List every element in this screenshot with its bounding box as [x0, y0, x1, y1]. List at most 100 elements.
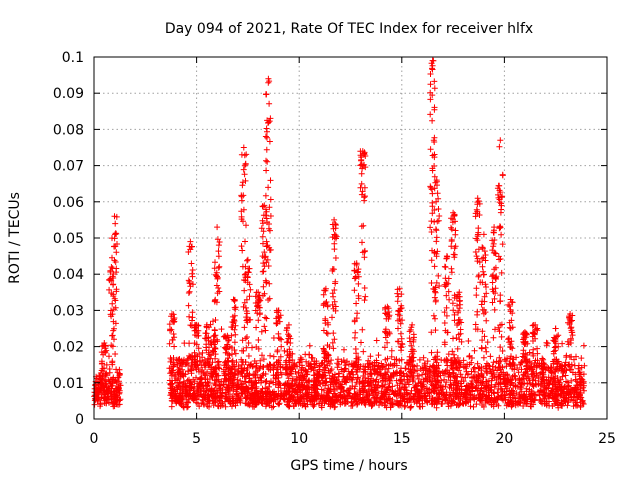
data-point — [185, 302, 192, 309]
x-tick-label: 20 — [495, 431, 513, 447]
data-point — [479, 374, 486, 381]
data-point — [498, 269, 505, 276]
data-point — [448, 224, 454, 231]
data-point — [116, 401, 123, 408]
data-point — [332, 255, 339, 261]
data-point — [465, 338, 472, 344]
data-point — [334, 360, 341, 367]
data-point — [309, 354, 316, 361]
data-point — [238, 151, 245, 158]
data-point — [331, 287, 338, 293]
data-point — [232, 350, 239, 357]
data-point — [578, 355, 585, 362]
y-tick-labels: 0 0.01 0.02 0.03 0.04 0.05 0.06 0.07 0.08 0.09 0.1 — [53, 50, 84, 428]
data-point — [242, 238, 248, 245]
data-point — [106, 353, 112, 360]
data-point — [441, 320, 448, 326]
data-point — [240, 347, 247, 354]
data-point — [375, 363, 382, 370]
data-point — [180, 378, 187, 385]
data-point — [352, 329, 359, 336]
data-point — [93, 392, 100, 399]
data-point — [449, 348, 456, 355]
data-point — [434, 190, 441, 197]
data-point — [446, 296, 453, 303]
data-point — [241, 324, 248, 331]
data-point — [395, 325, 401, 332]
data-point — [540, 366, 547, 373]
data-point — [497, 292, 504, 299]
data-point — [238, 243, 245, 250]
data-point — [483, 284, 489, 290]
data-point — [263, 146, 270, 153]
data-point — [537, 387, 544, 394]
x-tick-label: 10 — [290, 431, 308, 447]
data-point — [559, 340, 566, 347]
data-point — [351, 287, 358, 294]
data-point — [457, 301, 464, 308]
data-point — [516, 400, 523, 407]
data-point — [358, 156, 365, 163]
data-point — [397, 320, 404, 327]
data-point — [427, 146, 434, 153]
data-point — [497, 137, 504, 144]
data-point — [231, 339, 238, 346]
data-point — [318, 386, 325, 393]
data-point — [261, 323, 268, 330]
data-point — [276, 335, 283, 342]
data-point — [427, 184, 434, 191]
data-point — [473, 292, 480, 299]
data-point — [171, 343, 178, 350]
data-point — [408, 403, 415, 410]
data-point — [189, 270, 196, 277]
data-point — [267, 177, 274, 184]
data-point — [201, 401, 207, 408]
data-point — [394, 298, 401, 305]
data-point — [468, 368, 475, 375]
data-point — [112, 220, 119, 227]
data-point — [262, 192, 269, 199]
data-point — [270, 353, 277, 360]
data-point — [474, 308, 481, 315]
data-point — [478, 344, 485, 351]
data-point — [577, 392, 583, 399]
data-point — [466, 353, 473, 360]
data-point — [303, 358, 310, 365]
data-point — [101, 387, 108, 394]
grid-lines — [94, 57, 607, 419]
data-point — [186, 313, 193, 320]
data-point — [427, 111, 434, 118]
data-point — [364, 396, 371, 403]
data-point — [266, 100, 273, 107]
x-tick-label: 15 — [393, 431, 411, 447]
data-point — [324, 330, 331, 337]
data-point — [328, 357, 335, 364]
data-point — [112, 230, 119, 237]
data-point — [491, 306, 498, 313]
data-point — [388, 353, 395, 360]
data-point — [113, 249, 120, 256]
y-tick-label: 0.06 — [53, 195, 84, 211]
data-point — [416, 356, 423, 363]
data-point — [467, 403, 474, 410]
data-point — [498, 231, 505, 238]
data-point — [167, 327, 173, 334]
data-point — [172, 377, 179, 384]
data-point — [262, 379, 269, 385]
data-point — [568, 366, 575, 373]
data-point — [541, 361, 548, 368]
data-point — [217, 385, 224, 392]
data-point — [330, 383, 337, 390]
data-point — [239, 247, 246, 254]
data-point — [247, 286, 254, 293]
data-point — [253, 324, 260, 331]
data-point — [552, 325, 559, 332]
x-tick-labels: 0 5 10 15 20 25 — [90, 431, 616, 447]
data-point — [215, 248, 222, 255]
data-point — [465, 383, 472, 390]
data-point — [259, 352, 265, 359]
data-point — [571, 362, 578, 369]
y-tick-label: 0.05 — [53, 231, 84, 247]
y-tick-label: 0.1 — [62, 50, 84, 66]
data-point — [329, 290, 336, 297]
